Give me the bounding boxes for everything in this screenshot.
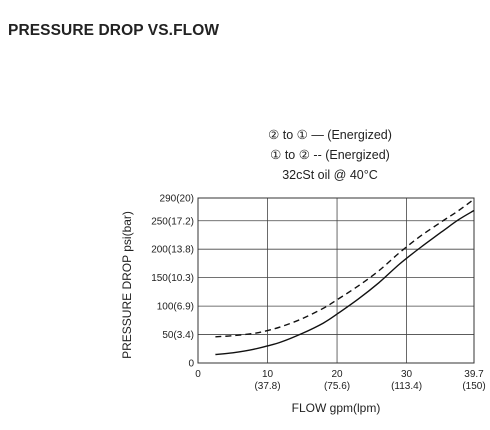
chart-heading: PRESSURE DROP VS.FLOW <box>8 22 220 39</box>
y-tick-label: 50(3.4) <box>162 330 194 341</box>
y-tick-label: 100(6.9) <box>157 302 194 313</box>
y-tick-label: 250(17.2) <box>151 216 194 227</box>
grid-layer <box>198 198 474 363</box>
solid-curve <box>215 209 475 356</box>
x-tick-sublabel: (37.8) <box>254 381 280 392</box>
y-axis-label: PRESSURE DROP psi(bar) <box>120 211 134 359</box>
tick-labels: 0 50(3.4) 100(6.9) 150(10.3) 200(13.8) 250(17… <box>151 194 485 393</box>
legend-dashed: ① to ② -- (Energized) <box>270 148 390 162</box>
x-tick-label: 20 <box>331 369 343 380</box>
legend-solid: ② to ① — (Energized) <box>268 128 392 142</box>
x-tick-label: 39.7 <box>464 369 484 380</box>
x-tick-label: 30 <box>401 369 413 380</box>
x-tick-label: 10 <box>262 369 274 380</box>
x-tick-sublabel: (150) <box>462 381 485 392</box>
y-tick-label: 290(20) <box>160 194 194 205</box>
y-tick-label: 200(13.8) <box>151 245 194 256</box>
chart-note: 32cSt oil @ 40°C <box>282 168 378 182</box>
plot-frame <box>197 197 475 364</box>
x-axis-label: FLOW gpm(lpm) <box>292 401 381 415</box>
x-tick-sublabel: (75.6) <box>324 381 350 392</box>
x-tick-label: 0 <box>195 369 201 380</box>
x-tick-sublabel: (113.4) <box>391 381 422 392</box>
dashed-curve <box>215 198 475 338</box>
y-tick-label: 0 <box>188 359 194 370</box>
y-tick-label: 150(10.3) <box>151 273 194 284</box>
curves <box>215 198 475 356</box>
